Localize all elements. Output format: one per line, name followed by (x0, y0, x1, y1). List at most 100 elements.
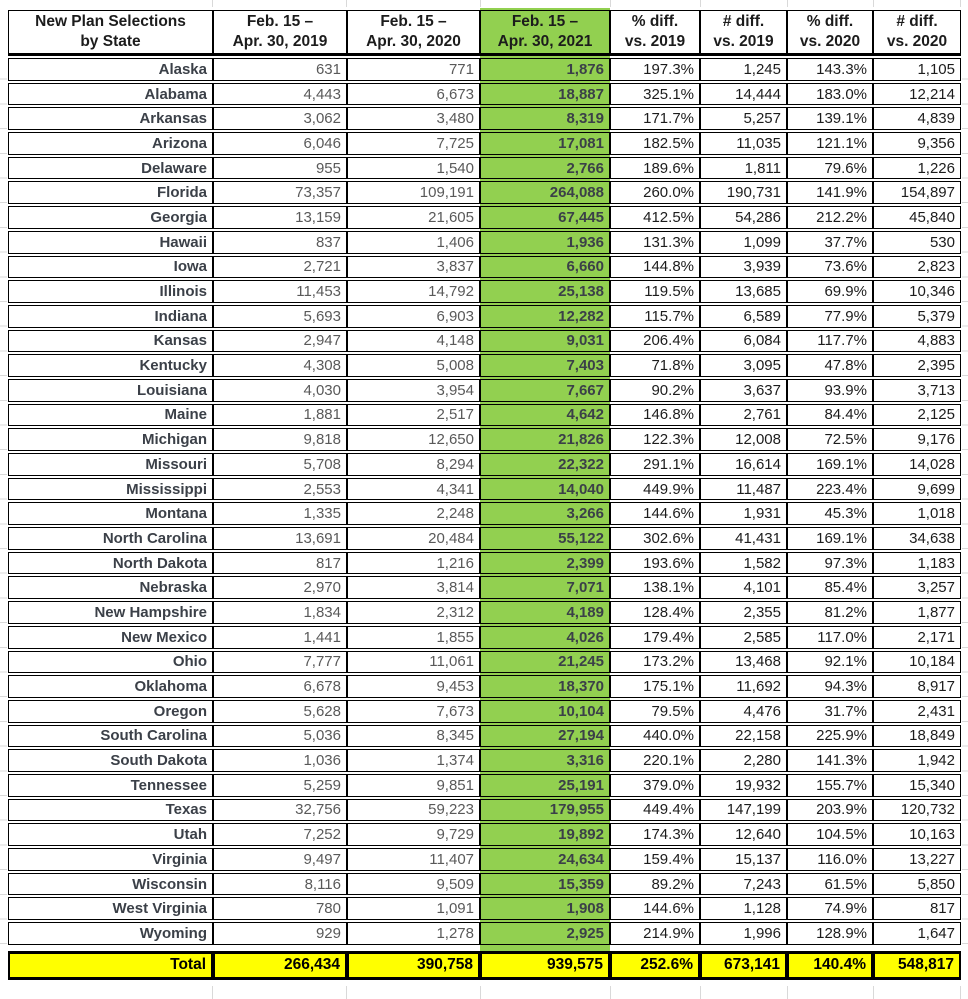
table-footer: Total 266,434 390,758 939,575 252.6% 673… (8, 947, 961, 980)
table-row: Illinois 11,453 14,792 25,138 119.5% 13,… (8, 280, 961, 303)
cell-2020: 1,406 (347, 230, 480, 254)
cell-2021-highlighted: 15,359 (480, 872, 610, 896)
header-period-2020: Feb. 15 – Apr. 30, 2020 (347, 10, 480, 56)
cell-num-diff-2019: 147,199 (700, 798, 787, 822)
cell-pct-diff-2019: 71.8% (610, 354, 700, 377)
cell-2020: 6,903 (347, 304, 480, 328)
cell-2021-highlighted: 18,887 (480, 82, 610, 106)
cell-state: Missouri (8, 453, 213, 476)
cell-2021-highlighted: 7,071 (480, 576, 610, 600)
cell-2019: 2,721 (213, 255, 347, 279)
cell-pct-diff-2020: 31.7% (787, 699, 873, 723)
cell-pct-diff-2020: 143.3% (787, 58, 873, 81)
cell-pct-diff-2020: 93.9% (787, 378, 873, 402)
cell-2021-highlighted: 10,104 (480, 699, 610, 723)
header-period-2021-highlighted: Feb. 15 – Apr. 30, 2021 (480, 10, 610, 56)
cell-num-diff-2019: 5,257 (700, 107, 787, 131)
table-row: Delaware 955 1,540 2,766 189.6% 1,811 79… (8, 156, 961, 180)
cell-2019: 955 (213, 156, 347, 180)
cell-num-diff-2020: 12,214 (873, 82, 961, 106)
cell-num-diff-2020: 154,897 (873, 181, 961, 205)
table-row: New Mexico 1,441 1,855 4,026 179.4% 2,58… (8, 625, 961, 649)
cell-num-diff-2020: 9,356 (873, 132, 961, 155)
table-row: Missouri 5,708 8,294 22,322 291.1% 16,61… (8, 453, 961, 476)
cell-num-diff-2019: 1,996 (700, 922, 787, 945)
cell-state: Hawaii (8, 230, 213, 254)
cell-state: North Carolina (8, 527, 213, 550)
cell-pct-diff-2020: 169.1% (787, 453, 873, 476)
cell-num-diff-2019: 11,692 (700, 675, 787, 698)
cell-2021-highlighted: 27,194 (480, 724, 610, 748)
cell-num-diff-2020: 3,257 (873, 576, 961, 600)
cell-num-diff-2020: 10,184 (873, 650, 961, 674)
cell-2021-highlighted: 12,282 (480, 304, 610, 328)
cell-pct-diff-2020: 37.7% (787, 230, 873, 254)
cell-2020: 1,091 (347, 897, 480, 921)
cell-num-diff-2019: 22,158 (700, 724, 787, 748)
cell-pct-diff-2019: 440.0% (610, 724, 700, 748)
table-row: Indiana 5,693 6,903 12,282 115.7% 6,589 … (8, 304, 961, 328)
table-row: Alabama 4,443 6,673 18,887 325.1% 14,444… (8, 82, 961, 106)
cell-num-diff-2019: 1,245 (700, 58, 787, 81)
cell-state: Arkansas (8, 107, 213, 131)
cell-num-diff-2020: 5,850 (873, 872, 961, 896)
cell-num-diff-2019: 41,431 (700, 527, 787, 550)
cell-2019: 4,308 (213, 354, 347, 377)
cell-pct-diff-2020: 141.9% (787, 181, 873, 205)
table-row: Mississippi 2,553 4,341 14,040 449.9% 11… (8, 477, 961, 501)
cell-2021-highlighted: 21,245 (480, 650, 610, 674)
cell-num-diff-2020: 1,183 (873, 551, 961, 575)
cell-num-diff-2019: 14,444 (700, 82, 787, 106)
cell-state: Utah (8, 823, 213, 846)
cell-num-diff-2020: 1,018 (873, 502, 961, 526)
cell-num-diff-2020: 2,823 (873, 255, 961, 279)
cell-state: Louisiana (8, 378, 213, 402)
cell-pct-diff-2020: 117.7% (787, 329, 873, 353)
total-pct-diff-2020: 140.4% (787, 950, 873, 980)
cell-num-diff-2019: 7,243 (700, 872, 787, 896)
header-period-2019: Feb. 15 – Apr. 30, 2019 (213, 10, 347, 56)
cell-2021-highlighted: 8,319 (480, 107, 610, 131)
cell-pct-diff-2019: 412.5% (610, 206, 700, 229)
cell-2020: 771 (347, 58, 480, 81)
cell-pct-diff-2020: 117.0% (787, 625, 873, 649)
cell-pct-diff-2019: 449.4% (610, 798, 700, 822)
cell-2020: 3,837 (347, 255, 480, 279)
cell-pct-diff-2020: 61.5% (787, 872, 873, 896)
cell-num-diff-2019: 13,468 (700, 650, 787, 674)
table-row: Texas 32,756 59,223 179,955 449.4% 147,1… (8, 798, 961, 822)
cell-num-diff-2020: 10,346 (873, 280, 961, 303)
cell-pct-diff-2020: 155.7% (787, 773, 873, 797)
sheet-gridlines-top (0, 0, 968, 7)
cell-num-diff-2019: 15,137 (700, 848, 787, 871)
cell-2019: 6,678 (213, 675, 347, 698)
cell-pct-diff-2020: 183.0% (787, 82, 873, 106)
cell-2019: 817 (213, 551, 347, 575)
cell-2019: 11,453 (213, 280, 347, 303)
cell-num-diff-2020: 13,227 (873, 848, 961, 871)
cell-num-diff-2019: 13,685 (700, 280, 787, 303)
cell-state: Michigan (8, 428, 213, 451)
cell-num-diff-2019: 1,099 (700, 230, 787, 254)
cell-num-diff-2020: 120,732 (873, 798, 961, 822)
table-header: New Plan Selections by State Feb. 15 – A… (8, 10, 961, 56)
table-row: West Virginia 780 1,091 1,908 144.6% 1,1… (8, 897, 961, 921)
cell-2020: 6,673 (347, 82, 480, 106)
cell-2020: 3,954 (347, 378, 480, 402)
cell-2021-highlighted: 9,031 (480, 329, 610, 353)
cell-num-diff-2019: 3,939 (700, 255, 787, 279)
cell-pct-diff-2019: 220.1% (610, 749, 700, 772)
cell-state: Alaska (8, 58, 213, 81)
cell-state: New Hampshire (8, 601, 213, 624)
table-row: Georgia 13,159 21,605 67,445 412.5% 54,2… (8, 206, 961, 229)
cell-pct-diff-2020: 223.4% (787, 477, 873, 501)
cell-num-diff-2019: 3,637 (700, 378, 787, 402)
table-row: South Dakota 1,036 1,374 3,316 220.1% 2,… (8, 749, 961, 772)
cell-2019: 5,628 (213, 699, 347, 723)
table-row: Iowa 2,721 3,837 6,660 144.8% 3,939 73.6… (8, 255, 961, 279)
table-row: North Dakota 817 1,216 2,399 193.6% 1,58… (8, 551, 961, 575)
cell-2019: 5,036 (213, 724, 347, 748)
cell-2020: 2,517 (347, 403, 480, 427)
highlight-column-band (480, 8, 610, 951)
cell-num-diff-2020: 5,379 (873, 304, 961, 328)
